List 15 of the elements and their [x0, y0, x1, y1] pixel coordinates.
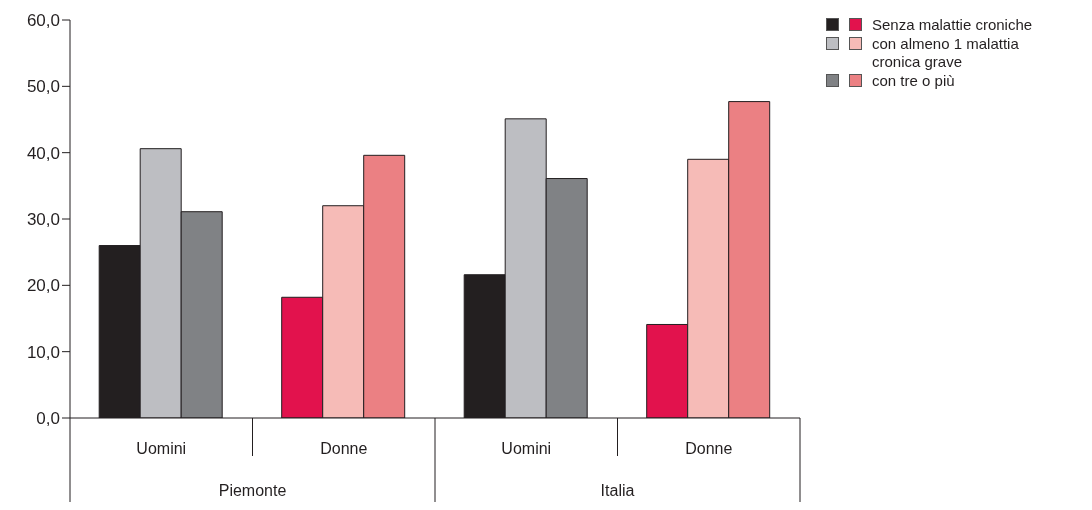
legend-label: Senza malattie croniche [872, 16, 1034, 34]
text: Piemonte [218, 482, 287, 499]
x-tick-label: Donne [685, 440, 733, 457]
y-tick-label: 10,0 [26, 342, 60, 362]
y-tick-label: 50,0 [26, 77, 60, 97]
x-tick-label: Donne [320, 440, 368, 457]
y-tick-label: 40,0 [26, 143, 60, 163]
x-tick-label: Uomini [136, 440, 187, 457]
text: Italia [600, 482, 635, 499]
y-tick-label: 60,0 [26, 11, 60, 31]
legend-label: con tre o più [872, 72, 956, 90]
y-tick-label: 30,0 [26, 210, 60, 230]
y-tick-label: 20,0 [26, 276, 60, 296]
y-tick-label: 0,0 [36, 409, 60, 429]
x-tick-label: Uomini [501, 440, 552, 457]
